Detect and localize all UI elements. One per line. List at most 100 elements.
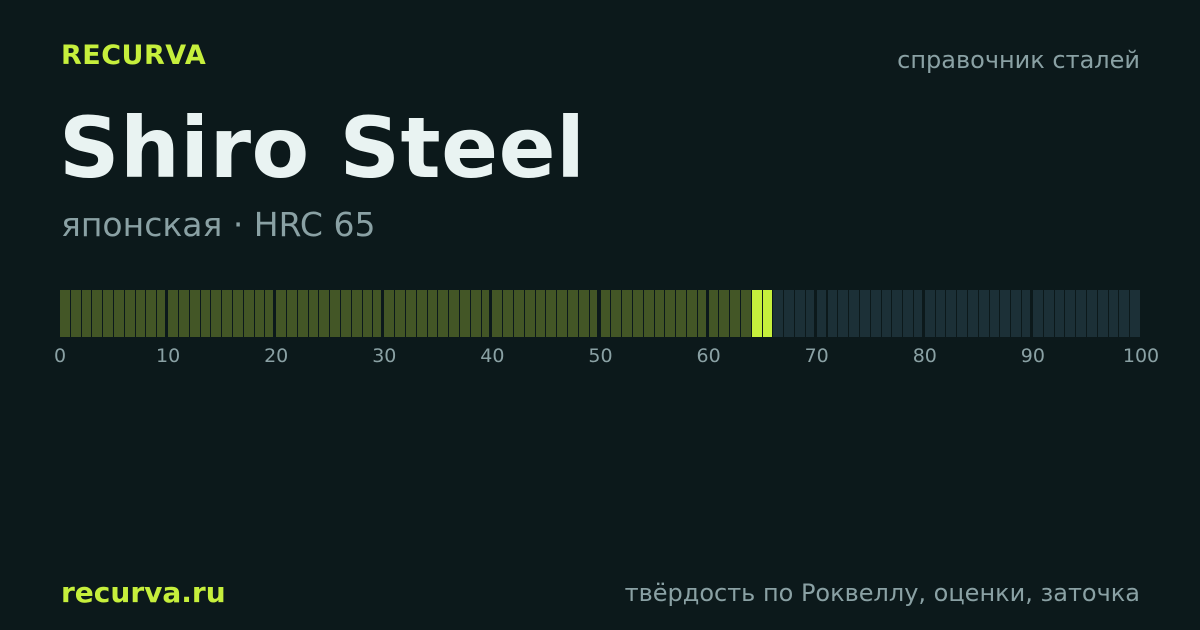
hardness-empty-segment (859, 290, 870, 337)
hardness-empty-segment (881, 290, 892, 337)
hardness-filled-segment (557, 290, 568, 337)
hardness-empty-segment (773, 290, 784, 337)
hardness-filled-segment (297, 290, 308, 337)
hardness-filled-segment (611, 290, 622, 337)
hardness-filled-segment (287, 290, 297, 337)
hardness-empty-segment (935, 290, 946, 337)
hardness-filled-segment (600, 290, 611, 337)
hardness-filled-segment (492, 290, 503, 337)
hardness-empty-segment (805, 290, 814, 337)
hardness-tick-label: 10 (156, 345, 181, 367)
hardness-empty-segment (1065, 290, 1076, 337)
hardness-empty-segment (838, 290, 849, 337)
hardness-tick-label: 90 (1020, 345, 1045, 367)
hardness-filled-segment (243, 290, 254, 337)
hardness-filled-segment (514, 290, 524, 337)
hardness-filled-segment (427, 290, 438, 337)
hardness-empty-segment (1108, 290, 1119, 337)
hardness-filled-segment (546, 290, 557, 337)
hardness-empty-segment (1130, 290, 1140, 337)
hardness-filled-segment (568, 290, 578, 337)
hardness-empty-segment (795, 290, 805, 337)
hardness-scale-ticks: 0 10 20 30 40 50 60 70 80 90 100 (0, 344, 1200, 368)
hardness-filled-segment (438, 290, 449, 337)
footer-note: твёрдость по Роквеллу, оценки, заточка (624, 579, 1140, 607)
hardness-filled-segment (578, 290, 589, 337)
hardness-filled-segment (481, 290, 490, 337)
hardness-marker-segment (762, 290, 773, 337)
hardness-filled-segment (676, 290, 686, 337)
hardness-empty-segment (1043, 290, 1054, 337)
hardness-filled-segment (189, 290, 200, 337)
hardness-filled-segment (319, 290, 330, 337)
hardness-filled-segment (103, 290, 114, 337)
hardness-empty-segment (1000, 290, 1011, 337)
hardness-tick-label: 30 (372, 345, 397, 367)
hardness-filled-segment (276, 290, 286, 337)
brand-logo: RECURVA (61, 40, 207, 71)
hardness-empty-segment (1032, 290, 1043, 337)
hardness-filled-segment (254, 290, 265, 337)
hardness-filled-segment (622, 290, 632, 337)
hardness-filled-segment (168, 290, 178, 337)
tagline: справочник сталей (897, 46, 1140, 74)
hardness-empty-segment (946, 290, 957, 337)
hardness-empty-segment (1011, 290, 1022, 337)
hardness-filled-segment (146, 290, 157, 337)
hardness-filled-segment (200, 290, 211, 337)
hardness-empty-segment (892, 290, 903, 337)
hardness-tick-label: 60 (696, 345, 721, 367)
hardness-filled-segment (708, 290, 719, 337)
hardness-empty-segment (1097, 290, 1108, 337)
hardness-filled-segment (535, 290, 546, 337)
hardness-scale-bar (60, 290, 1141, 337)
hardness-filled-segment (81, 290, 92, 337)
hardness-filled-segment (373, 290, 382, 337)
hardness-empty-segment (957, 290, 968, 337)
hardness-filled-segment (730, 290, 741, 337)
hardness-empty-segment (913, 290, 922, 337)
hardness-filled-segment (157, 290, 166, 337)
steel-subtitle: японская · HRC 65 (61, 205, 376, 244)
hardness-empty-segment (1119, 290, 1130, 337)
hardness-filled-segment (395, 290, 405, 337)
hardness-filled-segment (124, 290, 135, 337)
hardness-filled-segment (308, 290, 319, 337)
hardness-tick-label: 100 (1122, 345, 1160, 367)
hardness-filled-segment (405, 290, 416, 337)
hardness-empty-segment (784, 290, 795, 337)
hardness-filled-segment (232, 290, 243, 337)
hardness-filled-segment (114, 290, 124, 337)
hardness-tick-label: 70 (804, 345, 829, 367)
hardness-filled-segment (416, 290, 427, 337)
hardness-marker-segment (751, 290, 762, 337)
hardness-empty-segment (1022, 290, 1030, 337)
hardness-tick-label: 40 (480, 345, 505, 367)
hardness-filled-segment (362, 290, 373, 337)
hardness-filled-segment (70, 290, 81, 337)
site-domain[interactable]: recurva.ru (61, 576, 226, 609)
hardness-filled-segment (589, 290, 598, 337)
hardness-tick-label: 20 (264, 345, 289, 367)
hardness-filled-segment (178, 290, 189, 337)
hardness-filled-segment (135, 290, 146, 337)
hardness-tick-label: 50 (588, 345, 613, 367)
hardness-empty-segment (989, 290, 1000, 337)
hardness-filled-segment (222, 290, 232, 337)
hardness-filled-segment (503, 290, 513, 337)
hardness-empty-segment (903, 290, 913, 337)
hardness-empty-segment (924, 290, 935, 337)
hardness-filled-segment (686, 290, 697, 337)
hardness-filled-segment (470, 290, 481, 337)
hardness-filled-segment (341, 290, 351, 337)
hardness-filled-segment (92, 290, 103, 337)
hardness-filled-segment (643, 290, 654, 337)
hardness-filled-segment (654, 290, 665, 337)
hardness-empty-segment (1076, 290, 1086, 337)
hardness-filled-segment (449, 290, 459, 337)
hardness-filled-segment (330, 290, 341, 337)
hardness-empty-segment (1086, 290, 1097, 337)
hardness-filled-segment (524, 290, 535, 337)
hardness-filled-segment (459, 290, 470, 337)
